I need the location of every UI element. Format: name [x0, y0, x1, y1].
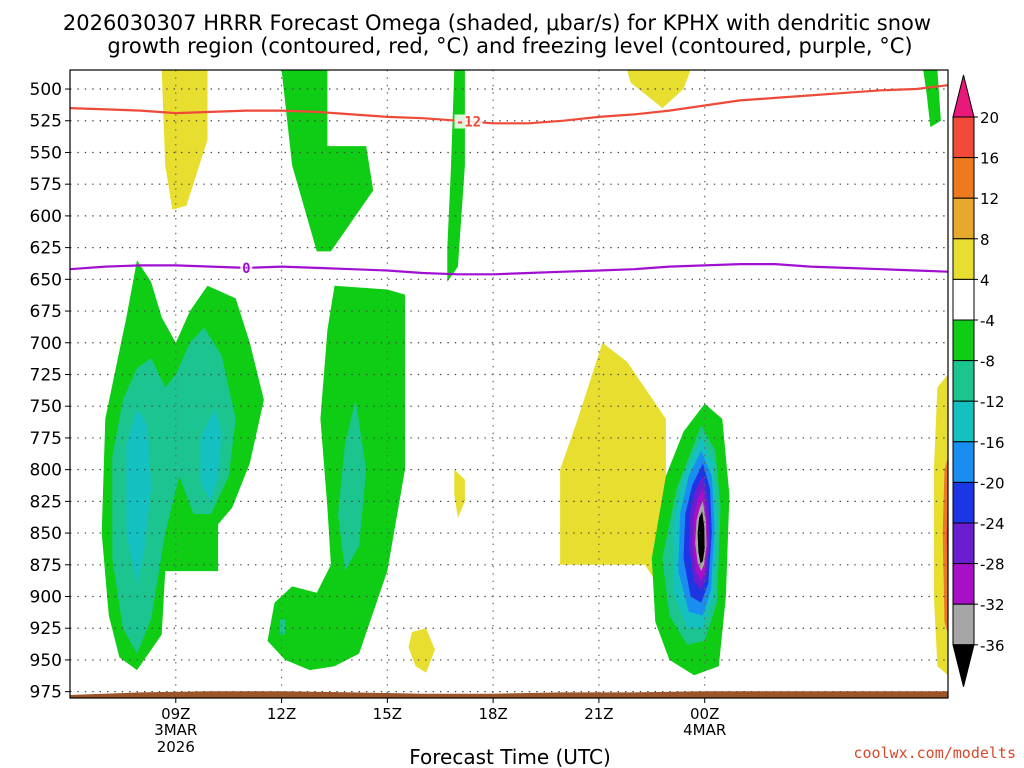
shaded-region-teal-dot-12z [279, 619, 286, 635]
plot-area: -12 0 [69, 69, 949, 699]
x-tick-date-label: 4MAR [683, 721, 726, 739]
y-tick-label: 725 [30, 365, 62, 385]
y-tick-label: 750 [30, 397, 62, 417]
colorbar-swatch [952, 116, 975, 159]
colorbar-tick-label: -28 [980, 556, 1005, 574]
y-tick-label: 875 [30, 556, 62, 576]
x-tick-label: 12Z [267, 705, 296, 723]
shaded-region-yellow-blob-16z [408, 628, 435, 673]
x-tick-label: 21Z [584, 705, 613, 723]
y-tick-label: 975 [30, 683, 62, 703]
chart-title-line-1: 2026030307 HRRR Forecast Omega (shaded, … [63, 11, 931, 35]
shaded-region-yellow-blob-17z [454, 469, 465, 518]
shaded-region-cyan-core-left-b [200, 408, 222, 502]
colorbar-swatch [952, 278, 975, 321]
y-tick-label: 650 [30, 270, 62, 290]
shaded-region-cyan-core-left-a [126, 408, 152, 584]
x-tick-label: 18Z [478, 705, 507, 723]
y-tick-label: 550 [30, 143, 62, 163]
colorbar-swatch-bottom [952, 644, 975, 687]
shaded-region-green-lobe-13z [267, 285, 405, 671]
y-tick-label: 700 [30, 334, 62, 354]
y-tick-label: 575 [30, 175, 62, 195]
terrain [69, 691, 949, 699]
contour-line-0 [69, 263, 949, 276]
colorbar-swatch [952, 360, 975, 402]
plot-frame [69, 69, 949, 699]
vertical-gridlines [175, 70, 706, 698]
colorbar-tick-label: 12 [980, 190, 999, 208]
y-axis: 500 525 550 575 600 625 650 675 700 725 750 775 800 8… [30, 80, 70, 703]
contour-label-bg [454, 114, 483, 129]
y-tick-label: 600 [30, 207, 62, 227]
colorbar-swatch [952, 481, 975, 524]
colorbar-tick-label: 8 [980, 231, 990, 249]
colorbar-swatch [952, 238, 975, 280]
colorbar-tick-label: -36 [980, 637, 1005, 655]
colorbar-swatch [952, 197, 975, 240]
shaded-region-teal-lobe-left [112, 327, 236, 654]
colorbar-tick-label: 20 [980, 109, 999, 127]
contour-line--12 [69, 84, 949, 125]
colorbar-tick-label: -20 [980, 474, 1005, 492]
x-tick-label: 00Z [690, 705, 719, 723]
contour-label--12: -12 [456, 115, 481, 131]
y-tick-label: 800 [30, 461, 62, 481]
y-tick-label: 950 [30, 651, 62, 671]
y-tick-label: 775 [30, 429, 62, 449]
terrain-band [69, 691, 949, 699]
colorbar: 20 16 12 8 4 -4 -8 -12 -16 -20 -24 -28 -32 -36 [952, 74, 1005, 687]
chart-title-line-2: growth region (contoured, red, °C) and f… [107, 34, 912, 58]
colorbar-swatch [952, 441, 975, 483]
x-tick-year-label: 2026 [157, 738, 195, 756]
contour-label-bg [240, 260, 253, 275]
colorbar-swatch [952, 319, 975, 362]
colorbar-tick-label: -24 [980, 515, 1005, 533]
colorbar-swatch [952, 522, 975, 565]
contour-lines: -12 0 [69, 84, 949, 277]
y-tick-label: 850 [30, 524, 62, 544]
shaded-region-green-upper-12z [281, 70, 374, 252]
shaded-region-yellow-upper-09z [161, 70, 208, 210]
y-tick-label: 625 [30, 239, 62, 259]
y-tick-label: 500 [30, 80, 62, 100]
colorbar-tick-label: 4 [980, 271, 990, 289]
colorbar-tick-label: -16 [980, 434, 1005, 452]
colorbar-swatch-top [952, 74, 975, 118]
y-tick-label: 925 [30, 619, 62, 639]
shaded-region-teal-core-13z [338, 399, 367, 572]
omega-shaded-regions [101, 70, 948, 676]
colorbar-swatch [952, 603, 975, 646]
y-tick-label: 675 [30, 302, 62, 322]
colorbar-tick-label: -4 [980, 312, 995, 330]
colorbar-tick-label: 16 [980, 150, 999, 168]
y-tick-label: 525 [30, 112, 62, 132]
contour-label-0: 0 [242, 261, 250, 277]
colorbar-tick-label: -32 [980, 596, 1005, 614]
credit-text: coolwx.com/modelts [853, 744, 1016, 762]
x-tick-label: 15Z [373, 705, 402, 723]
y-tick-label: 825 [30, 492, 62, 512]
x-tick-label: 09Z [161, 705, 190, 723]
x-tick-date-label: 3MAR [154, 721, 197, 739]
colorbar-swatch [952, 563, 975, 605]
colorbar-tick-label: -8 [980, 353, 995, 371]
shaded-region-black-00z [697, 511, 705, 564]
shaded-region-yellow-lobe-21z [560, 342, 666, 597]
y-tick-label: 900 [30, 588, 62, 608]
colorbar-swatch [952, 157, 975, 199]
colorbar-swatch [952, 400, 975, 443]
shaded-region-green-corner-upper-right [923, 70, 941, 128]
shaded-region-yellow-upper-23z [627, 70, 691, 109]
colorbar-tick-label: -12 [980, 393, 1005, 411]
x-axis-title: Forecast Time (UTC) [409, 745, 611, 768]
